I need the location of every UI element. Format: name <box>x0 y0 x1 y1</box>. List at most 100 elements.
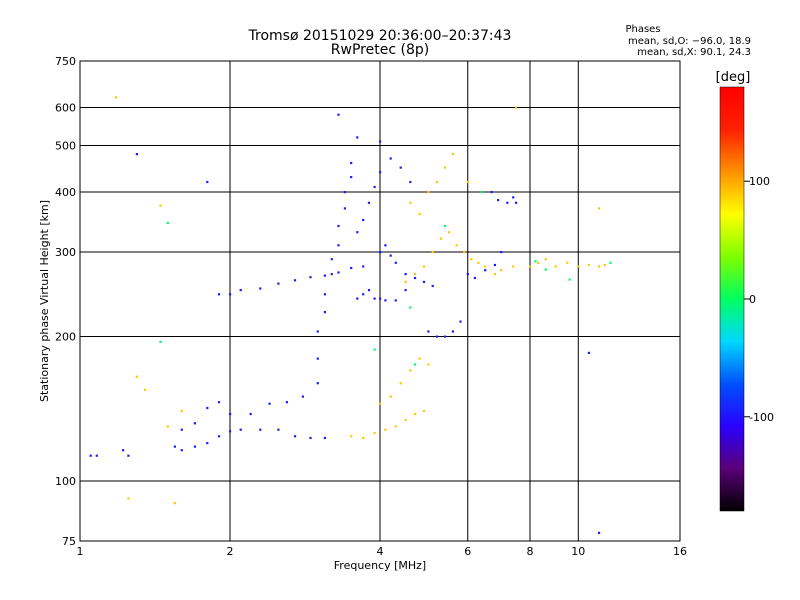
data-point <box>277 428 280 431</box>
y-tick-label: 600 <box>55 102 76 115</box>
y-tick-label: 400 <box>55 186 76 199</box>
data-point <box>500 251 503 254</box>
data-point <box>309 276 312 279</box>
data-point <box>422 265 426 268</box>
x-tick-label: 8 <box>527 545 534 558</box>
x-tick-label: 1 <box>77 545 84 558</box>
data-point <box>316 382 319 385</box>
data-point <box>439 237 443 240</box>
data-point <box>418 357 421 360</box>
data-point <box>373 297 376 300</box>
data-point <box>443 335 447 338</box>
data-point <box>343 207 346 210</box>
data-point <box>362 265 365 268</box>
data-point <box>330 258 333 261</box>
data-point <box>534 260 537 263</box>
data-point <box>493 273 496 276</box>
x-tick-label: 6 <box>464 545 471 558</box>
data-point <box>143 388 147 391</box>
data-point <box>597 207 601 210</box>
data-point <box>229 430 232 433</box>
data-point <box>384 428 387 431</box>
data-point <box>330 273 333 276</box>
data-point <box>389 395 392 398</box>
data-point <box>337 113 340 116</box>
data-point <box>515 201 518 204</box>
data-point <box>409 369 412 372</box>
title-block: Tromsø 20151029 20:36:00–20:37:43 RwPret… <box>248 28 512 58</box>
data-point <box>379 402 382 405</box>
data-point <box>114 96 117 99</box>
data-point <box>466 180 469 184</box>
data-point <box>180 409 183 413</box>
x-axis-label: Frequency [MHz] <box>334 559 426 572</box>
data-point <box>159 340 162 343</box>
data-point <box>217 401 221 404</box>
data-point <box>367 201 371 204</box>
data-point <box>379 251 382 254</box>
data-point <box>362 218 365 222</box>
data-point <box>268 402 271 405</box>
colorbar: [deg] 100 0 -100 <box>716 70 774 512</box>
data-point <box>515 106 518 109</box>
data-point <box>373 348 376 351</box>
data-point <box>427 191 430 194</box>
stats-block: Phases mean, sd,O: −96.0, 18.9 mean, sd,… <box>625 24 751 58</box>
data-point <box>394 299 397 302</box>
data-point <box>293 435 297 438</box>
data-point <box>493 263 496 267</box>
data-point <box>337 244 340 247</box>
data-point <box>122 449 125 452</box>
data-point <box>379 171 382 174</box>
stats-header: Phases <box>625 24 660 35</box>
data-point <box>484 269 487 272</box>
data-point <box>379 297 382 300</box>
data-point <box>603 263 606 267</box>
data-point <box>404 419 407 422</box>
grid-lines <box>80 61 680 541</box>
data-point <box>409 201 412 204</box>
data-point <box>506 201 509 204</box>
data-point <box>362 436 365 440</box>
data-point <box>277 282 280 285</box>
data-point <box>399 166 402 169</box>
data-point <box>350 435 353 438</box>
data-point <box>443 166 447 169</box>
data-point <box>443 224 447 228</box>
data-point <box>451 153 454 156</box>
data-point <box>193 422 196 425</box>
data-point <box>384 299 387 302</box>
data-point <box>413 276 417 280</box>
y-tick-label: 750 <box>55 55 76 68</box>
colorbar-tick-label: -100 <box>749 411 774 424</box>
data-point <box>379 140 382 143</box>
y-axis-label: Stationary phase Virtual Height [km] <box>38 200 51 402</box>
data-point <box>127 497 130 500</box>
data-point <box>490 191 493 194</box>
data-point <box>566 261 569 264</box>
data-point <box>399 382 402 385</box>
data-point <box>431 251 434 254</box>
data-point <box>609 261 612 264</box>
data-point <box>350 176 353 179</box>
data-point <box>544 258 547 261</box>
data-point <box>447 231 451 234</box>
data-point <box>497 199 500 202</box>
data-point <box>431 284 434 288</box>
data-point <box>166 425 169 428</box>
data-point <box>500 269 503 272</box>
stats-line-o: mean, sd,O: −96.0, 18.9 <box>628 36 751 47</box>
data-point <box>404 289 407 292</box>
data-point <box>259 287 262 290</box>
data-point <box>373 185 376 189</box>
data-point <box>95 454 98 457</box>
data-point <box>427 363 430 366</box>
x-axis-ticks: 1 2 4 6 8 10 16 <box>77 545 688 558</box>
colorbar-gradient <box>719 86 745 512</box>
data-point <box>577 265 580 268</box>
data-point <box>409 180 412 184</box>
data-point <box>597 531 601 534</box>
colorbar-tick-label: 0 <box>749 293 756 306</box>
x-tick-label: 2 <box>227 545 234 558</box>
data-point <box>135 153 138 156</box>
